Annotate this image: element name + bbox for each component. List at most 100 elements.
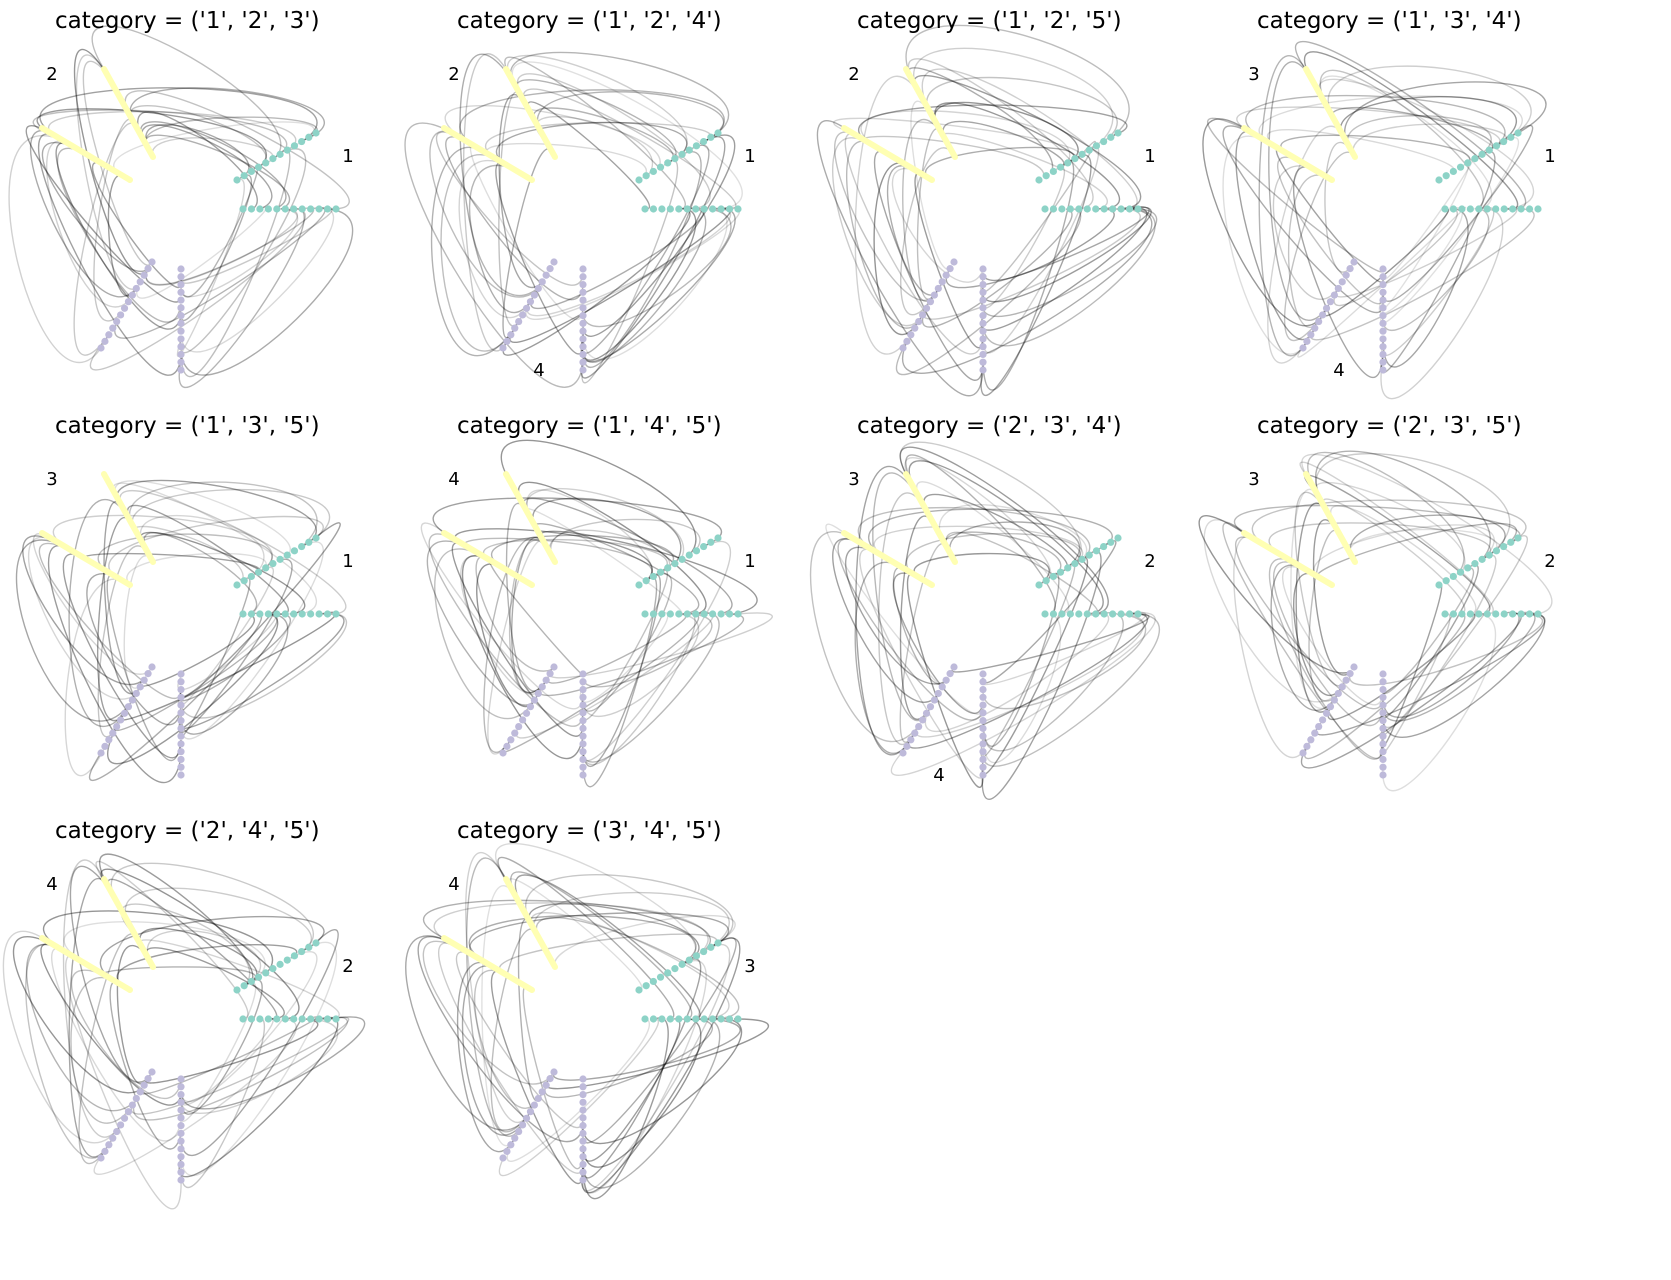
group-a-node (700, 542, 708, 551)
group-c-node (1379, 327, 1387, 335)
group-c-node (124, 1108, 133, 1116)
edge (82, 60, 152, 266)
group-c-node (1379, 685, 1387, 694)
edge (498, 933, 718, 973)
group-c-node (177, 280, 185, 289)
group-a-node (649, 572, 657, 581)
edge (95, 860, 249, 1020)
group-a-node (692, 547, 701, 555)
group-a-node (298, 610, 306, 618)
group-c-node (177, 319, 185, 327)
edge (899, 446, 1109, 615)
edge (581, 159, 679, 384)
edge (1268, 61, 1327, 321)
group-c-node (579, 771, 587, 779)
group-a-node (666, 205, 674, 213)
group-c-node (979, 343, 987, 351)
axis-label: 4 (1333, 360, 1344, 381)
group-c-node (979, 717, 987, 725)
group-a-node (675, 205, 683, 213)
edge (582, 208, 728, 361)
group-a-node (1525, 610, 1534, 618)
group-c-node (519, 1121, 527, 1129)
edge (445, 136, 584, 301)
group-c-node (546, 265, 554, 273)
group-c-node (579, 1168, 587, 1176)
group-a-node (281, 610, 289, 618)
edge (1380, 208, 1504, 400)
edge (113, 613, 278, 732)
edge (144, 116, 318, 151)
group-c-node (109, 1134, 117, 1142)
group-a-node (305, 538, 313, 546)
edge (1280, 134, 1471, 166)
group-a-node (1066, 610, 1074, 618)
group-c-node (132, 689, 140, 698)
edge (91, 25, 282, 158)
edge (73, 49, 147, 275)
group-b-axis (903, 471, 958, 565)
group-a-node (240, 172, 248, 180)
edge (2, 930, 121, 1144)
group-a-node (692, 610, 700, 618)
group-a-node (1464, 159, 1472, 167)
edge (924, 146, 1075, 179)
group-c-node (113, 317, 121, 326)
group-a-node (1083, 610, 1091, 618)
group-a-node (1514, 129, 1522, 137)
group-c-node (1311, 729, 1319, 737)
edge (139, 927, 258, 986)
group-a-node (666, 610, 674, 618)
group-c-node (579, 343, 587, 351)
group-a-node (664, 969, 672, 977)
edge (1283, 151, 1355, 341)
edge (582, 613, 700, 717)
group-c-node (109, 324, 117, 332)
group-c-node (140, 676, 148, 684)
group-a-node (1500, 542, 1508, 551)
group-c-node (522, 1114, 531, 1122)
group-c-node (1299, 749, 1307, 757)
edge (180, 1017, 266, 1188)
edge (505, 503, 546, 692)
group-c-node (1299, 344, 1307, 352)
edge (508, 878, 643, 991)
group-a-node (290, 952, 299, 960)
edge (70, 969, 182, 1100)
group-a-node (1492, 547, 1501, 555)
group-a-node (1035, 581, 1043, 589)
edge (129, 87, 325, 141)
group-c-node (538, 1088, 546, 1096)
group-c-node (177, 685, 185, 694)
group-a-node (1114, 129, 1122, 137)
group-c-node (1350, 663, 1358, 671)
edge (498, 91, 526, 327)
group-a-node (323, 610, 332, 618)
edge (180, 208, 335, 353)
group-a-node (1092, 610, 1100, 618)
axis-label: 2 (848, 64, 859, 85)
group-c-node (979, 319, 987, 327)
edge (178, 577, 251, 739)
panel-title: category = ('1', '3', '4') (1257, 8, 1522, 34)
edge (65, 954, 182, 1210)
group-a-node (247, 610, 256, 618)
edge (907, 613, 1148, 749)
group-c-node (101, 337, 109, 345)
edge (180, 1017, 274, 1106)
edge (1339, 96, 1517, 146)
group-a-node (1534, 610, 1542, 618)
group-c-node (950, 663, 958, 671)
group-c-node (979, 350, 987, 359)
edge (982, 208, 1156, 347)
group-c-node (1379, 265, 1387, 273)
group-a-node (1471, 155, 1479, 163)
edge (64, 578, 123, 777)
group-c-node (979, 732, 987, 740)
group-a-node (683, 205, 691, 213)
group-a-node (1058, 205, 1066, 213)
group-a-node (642, 577, 650, 585)
group-c-node (1379, 717, 1387, 725)
group-a-node (700, 1015, 708, 1023)
axis-label: 1 (1544, 146, 1555, 167)
